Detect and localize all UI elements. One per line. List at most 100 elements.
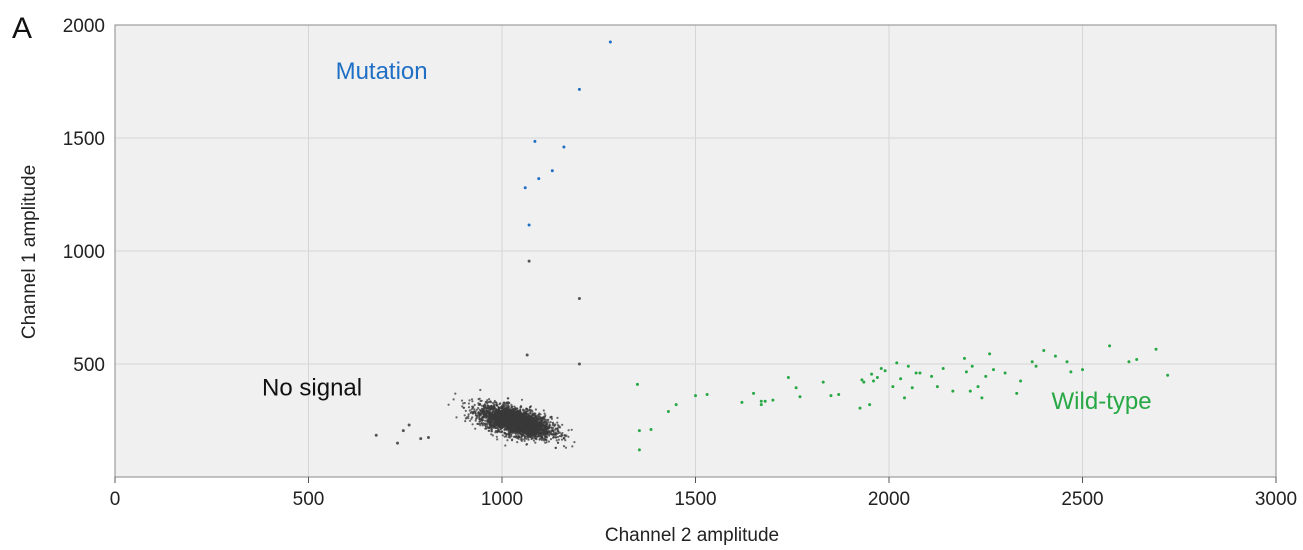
cluster-point bbox=[516, 441, 519, 444]
data-point bbox=[1015, 391, 1019, 395]
data-point bbox=[941, 367, 945, 371]
cluster-point bbox=[545, 436, 549, 439]
cluster-point bbox=[509, 430, 512, 434]
cluster-point bbox=[488, 400, 491, 403]
cluster-point bbox=[491, 402, 495, 405]
cluster-point bbox=[562, 437, 566, 440]
cluster-point bbox=[495, 413, 498, 416]
cluster-point bbox=[447, 403, 450, 406]
cluster-point bbox=[486, 425, 489, 428]
cluster-point bbox=[564, 435, 567, 438]
cluster-point bbox=[534, 432, 537, 436]
cluster-point bbox=[508, 408, 511, 411]
cluster-point bbox=[556, 416, 559, 419]
cluster-point bbox=[494, 431, 497, 434]
cluster-point bbox=[467, 402, 470, 405]
cluster-point bbox=[531, 410, 534, 413]
cluster-point bbox=[488, 412, 491, 415]
cluster-point bbox=[510, 403, 513, 406]
cluster-point bbox=[490, 433, 493, 436]
cluster-point bbox=[571, 445, 574, 448]
cluster-point bbox=[525, 443, 528, 446]
cluster-point bbox=[485, 407, 488, 410]
cluster-point bbox=[508, 425, 511, 428]
cluster-point bbox=[492, 415, 495, 418]
cluster-point bbox=[525, 425, 528, 428]
cluster-point bbox=[505, 417, 509, 420]
data-point bbox=[577, 296, 581, 300]
cluster-point bbox=[483, 404, 486, 407]
cluster-point bbox=[496, 404, 499, 407]
data-point bbox=[577, 362, 581, 366]
cluster-point bbox=[527, 428, 530, 431]
cluster-point bbox=[556, 421, 559, 424]
cluster-point bbox=[519, 408, 522, 411]
annotation-label: Wild-type bbox=[1052, 388, 1152, 415]
cluster-point bbox=[488, 398, 491, 401]
cluster-point bbox=[506, 422, 509, 425]
cluster-point bbox=[515, 427, 518, 430]
gridlines bbox=[115, 25, 1276, 477]
cluster-point bbox=[498, 407, 501, 410]
data-point bbox=[870, 372, 874, 376]
cluster-point bbox=[547, 440, 551, 443]
cluster-point bbox=[501, 426, 504, 430]
cluster-point bbox=[506, 408, 509, 412]
cluster-point bbox=[484, 419, 487, 422]
y-tick-label: 2000 bbox=[63, 16, 105, 37]
cluster-point bbox=[535, 427, 539, 430]
cluster-point bbox=[506, 420, 509, 423]
data-point bbox=[763, 399, 767, 403]
cluster-point bbox=[556, 424, 560, 427]
cluster-point bbox=[517, 422, 520, 425]
cluster-point bbox=[497, 414, 500, 417]
data-point bbox=[951, 389, 955, 393]
cluster-point bbox=[558, 425, 561, 428]
cluster-point bbox=[468, 409, 471, 412]
cluster-point bbox=[554, 433, 558, 436]
x-tick-label: 2500 bbox=[1061, 489, 1103, 510]
cluster-point bbox=[499, 428, 502, 431]
cluster-point bbox=[491, 411, 494, 414]
data-point bbox=[374, 433, 378, 437]
cluster-point bbox=[519, 420, 522, 423]
cluster-point bbox=[493, 419, 496, 422]
cluster-point bbox=[554, 436, 557, 439]
data-points bbox=[374, 40, 1170, 452]
cluster-point bbox=[509, 419, 512, 422]
cluster-point bbox=[491, 424, 494, 427]
cluster-point bbox=[505, 433, 508, 436]
cluster-point bbox=[518, 427, 521, 430]
data-point bbox=[525, 353, 529, 357]
cluster-point bbox=[552, 426, 555, 429]
x-tick-label: 1000 bbox=[481, 489, 523, 510]
cluster-point bbox=[554, 446, 558, 449]
cluster-point bbox=[486, 411, 489, 414]
cluster-point bbox=[494, 416, 497, 420]
cluster-point bbox=[525, 410, 528, 413]
cluster-point bbox=[531, 414, 534, 417]
data-point bbox=[883, 369, 887, 373]
cluster-point bbox=[519, 423, 522, 426]
cluster-point bbox=[507, 402, 510, 405]
cluster-point bbox=[550, 417, 554, 420]
x-tick-label: 500 bbox=[293, 489, 325, 510]
data-point bbox=[976, 385, 980, 389]
cluster-point bbox=[534, 437, 537, 440]
annotations: Mutation No signal Wild-type bbox=[262, 58, 1152, 415]
data-point bbox=[577, 87, 581, 91]
data-point bbox=[879, 367, 883, 371]
cluster-point bbox=[526, 433, 530, 436]
cluster-point bbox=[537, 434, 540, 437]
cluster-point bbox=[514, 411, 517, 414]
cluster-point bbox=[478, 422, 481, 425]
cluster-point bbox=[503, 435, 506, 438]
cluster-point bbox=[500, 407, 503, 410]
cluster-point bbox=[522, 430, 525, 434]
cluster-point bbox=[491, 434, 494, 437]
cluster-point bbox=[485, 401, 488, 404]
cluster-point bbox=[521, 425, 524, 428]
y-axis-label: Channel 1 amplitude bbox=[19, 165, 40, 339]
cluster-point bbox=[524, 428, 528, 431]
